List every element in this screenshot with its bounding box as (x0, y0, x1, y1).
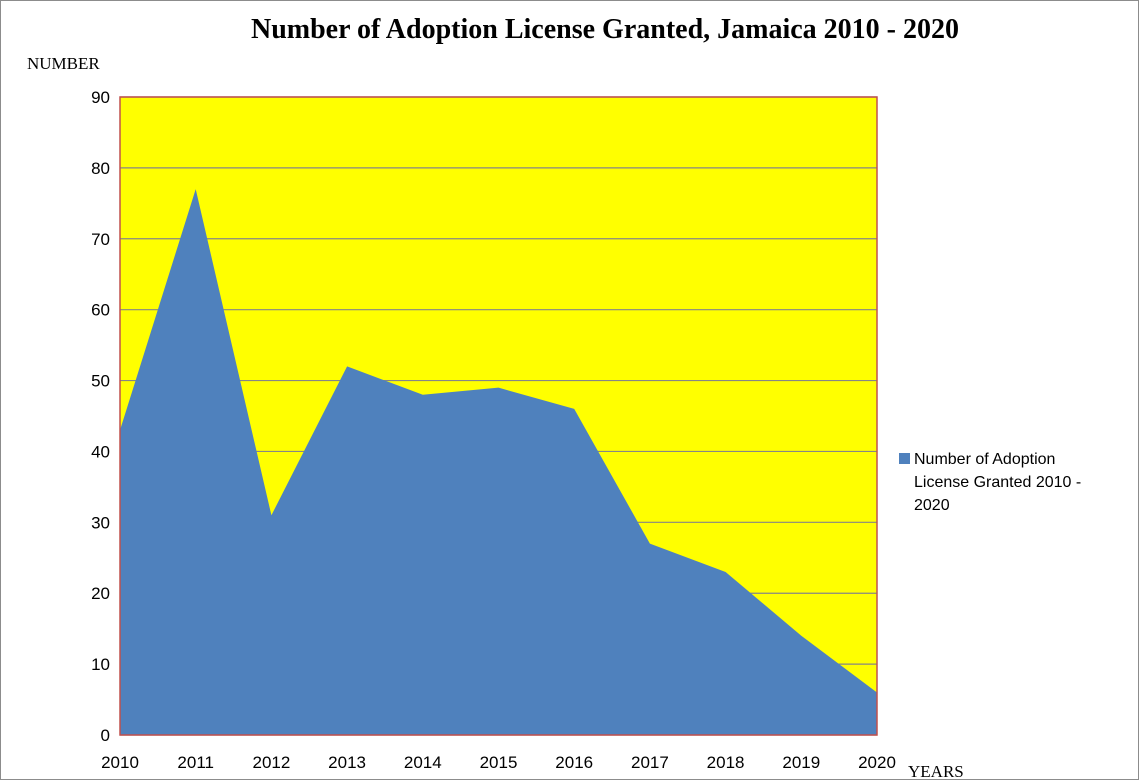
legend-label-line-1: License Granted 2010 - (914, 474, 1081, 491)
x-tick-label-10: 2020 (858, 753, 896, 772)
plot-border (119, 96, 878, 736)
x-axis-title: YEARS (908, 762, 964, 781)
chart-title: Number of Adoption License Granted, Jama… (251, 14, 959, 45)
y-axis-title: NUMBER (27, 54, 100, 73)
area-series-0 (120, 189, 877, 736)
legend-label-line-2: 2020 (914, 497, 950, 514)
y-tick-label-5: 50 (91, 372, 110, 391)
y-tick-label-7: 70 (91, 230, 110, 249)
x-tick-label-9: 2019 (782, 753, 820, 772)
y-tick-label-9: 90 (91, 88, 110, 107)
y-tick-label-3: 30 (91, 513, 110, 532)
y-tick-label-6: 60 (91, 301, 110, 320)
x-tick-label-0: 2010 (101, 753, 139, 772)
x-tick-label-2: 2012 (252, 753, 290, 772)
legend: Number of Adoption License Granted 2010 -… (899, 451, 1081, 514)
series-layer (120, 189, 877, 736)
x-axis-ticks: 2010 2011 2012 2013 2014 2015 2016 2017 2018 2019… (101, 753, 896, 772)
x-tick-label-3: 2013 (328, 753, 366, 772)
y-tick-label-0: 0 (101, 726, 110, 745)
x-tick-label-1: 2011 (177, 753, 214, 772)
legend-label-line-0: Number of Adoption (914, 451, 1055, 468)
legend-swatch (899, 453, 910, 464)
x-tick-label-7: 2017 (631, 753, 669, 772)
x-tick-label-5: 2015 (480, 753, 518, 772)
x-tick-label-6: 2016 (555, 753, 593, 772)
x-tick-label-8: 2018 (707, 753, 745, 772)
y-tick-label-1: 10 (91, 655, 110, 674)
y-axis-ticks: 0 10 20 30 40 50 60 70 80 90 (91, 88, 110, 745)
y-tick-label-2: 20 (91, 584, 110, 603)
y-tick-label-8: 80 (91, 159, 110, 178)
y-tick-label-4: 40 (91, 442, 110, 461)
x-tick-label-4: 2014 (404, 753, 442, 772)
